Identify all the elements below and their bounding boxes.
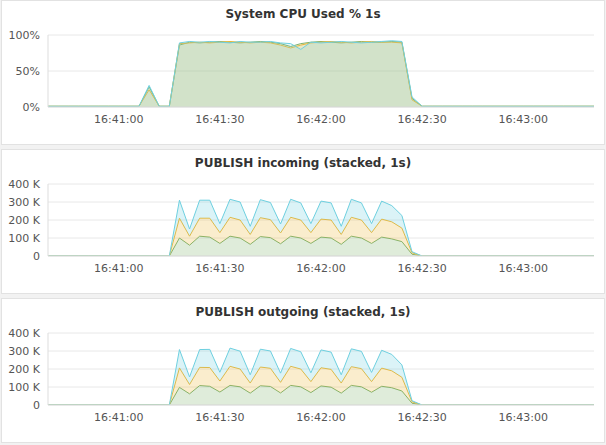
svg-text:16:43:00: 16:43:00 [499,113,548,126]
svg-text:16:42:30: 16:42:30 [397,411,446,424]
svg-text:16:41:00: 16:41:00 [94,113,143,126]
svg-text:16:43:00: 16:43:00 [499,262,548,275]
svg-text:300 K: 300 K [8,345,40,358]
svg-text:16:41:30: 16:41:30 [195,262,244,275]
svg-text:100 K: 100 K [8,232,40,245]
svg-text:16:42:30: 16:42:30 [397,113,446,126]
html-text:PUBLISH outgoing (stacked, 1s): PUBLISH outgoing (stacked, 1s) [195,305,411,319]
svg-text:16:42:00: 16:42:00 [296,411,345,424]
svg-text:200 K: 200 K [8,363,40,376]
svg-text:400 K: 400 K [8,178,40,191]
svg-text:16:41:30: 16:41:30 [195,113,244,126]
svg-text:300 K: 300 K [8,196,40,209]
svg-text:200 K: 200 K [8,214,40,227]
svg-text:400 K: 400 K [8,327,40,340]
html-text:System CPU Used % 1s: System CPU Used % 1s [225,7,381,21]
svg-text:16:42:30: 16:42:30 [397,262,446,275]
svg-text:0: 0 [33,399,40,412]
svg-text:16:41:00: 16:41:00 [94,262,143,275]
svg-text:100 K: 100 K [8,381,40,394]
html-text:PUBLISH incoming (stacked, 1s): PUBLISH incoming (stacked, 1s) [194,156,412,170]
svg-text:16:43:00: 16:43:00 [499,411,548,424]
svg-text:16:42:00: 16:42:00 [296,262,345,275]
svg-text:16:41:30: 16:41:30 [195,411,244,424]
svg-text:16:42:00: 16:42:00 [296,113,345,126]
svg-text:100%: 100% [9,29,40,42]
svg-text:50%: 50% [16,65,40,78]
svg-text:16:41:00: 16:41:00 [94,411,143,424]
svg-text:0: 0 [33,250,40,263]
svg-text:0%: 0% [23,101,40,114]
